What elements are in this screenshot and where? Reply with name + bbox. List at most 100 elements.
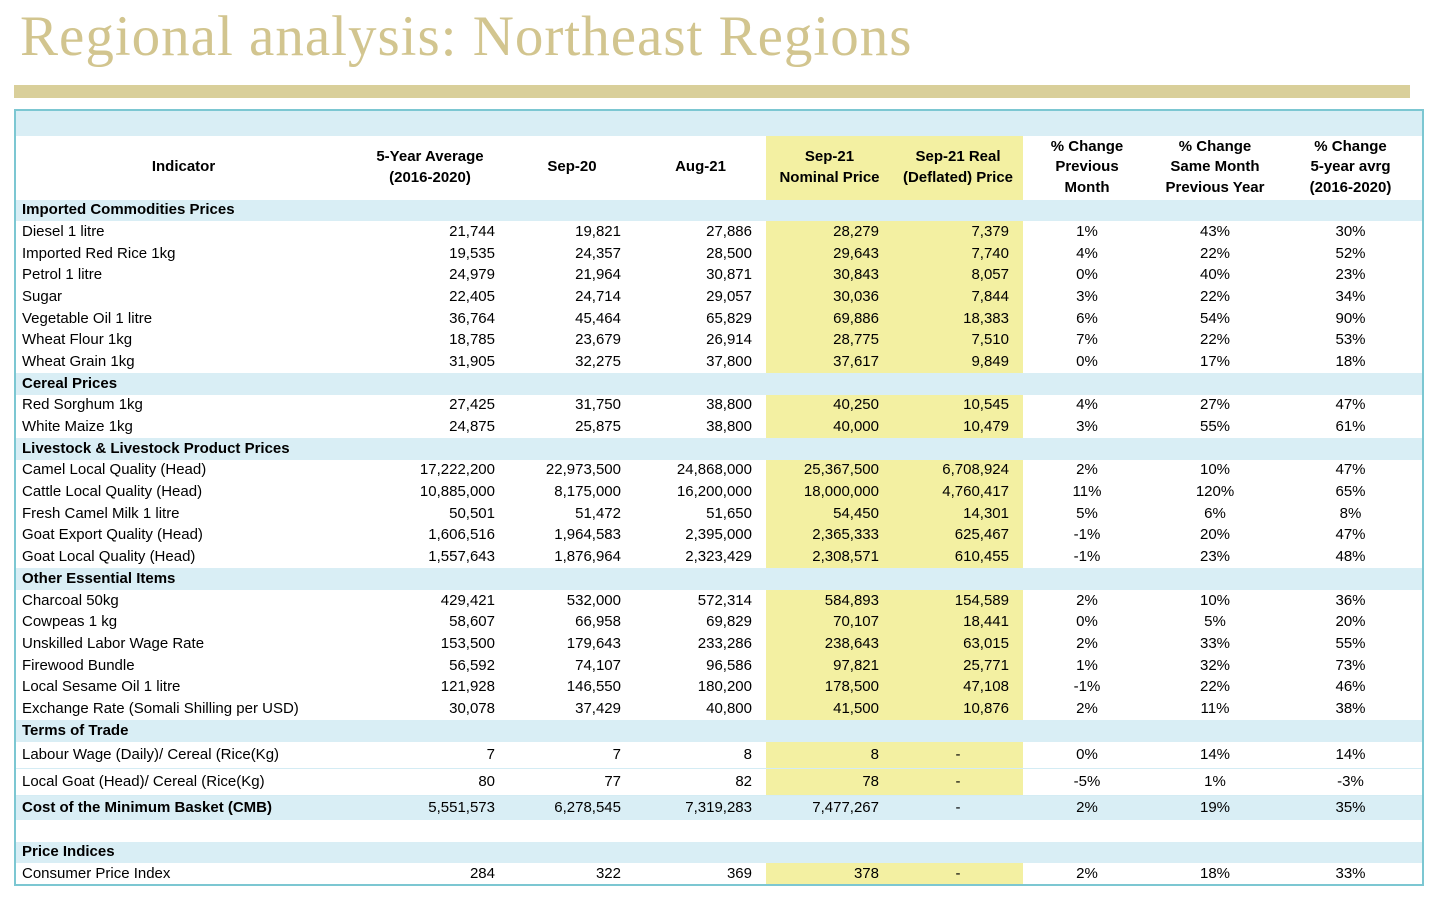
cell-sep-20: 66,958 bbox=[575, 613, 621, 631]
cell-pct-change-same-month-prev-year: 54% bbox=[1199, 309, 1231, 327]
cell-pct-change-prev-month: 0% bbox=[1076, 613, 1098, 631]
cell-sep-20: 31,750 bbox=[575, 396, 621, 414]
cell-avg-5yr: 24,875 bbox=[449, 418, 495, 436]
section-header-label: Imported Commodities Prices bbox=[15, 199, 1424, 222]
cell-pct-change-same-month-prev-year: 17% bbox=[1199, 352, 1231, 370]
cell-sep21-real-price: 4,760,417 bbox=[893, 481, 1023, 504]
col-header-pct-change-same-month-prev-year: % Change Same Month Previous Year bbox=[1151, 135, 1279, 200]
cell-sep21-nominal-price: 40,000 bbox=[766, 416, 893, 439]
cell-indicator: Charcoal 50kg bbox=[22, 591, 119, 609]
cell-sep21-nominal-price: 70,107 bbox=[766, 611, 893, 634]
col-header-indicator: Indicator bbox=[15, 135, 351, 200]
cell-sep21-real-price: 610,455 bbox=[893, 546, 1023, 569]
cell-indicator: Goat Export Quality (Head) bbox=[22, 526, 203, 544]
cell-aug-21: 369 bbox=[726, 864, 752, 882]
cell-sep-20: 179,643 bbox=[566, 634, 621, 652]
table-row: Sugar 22,405 24,714 29,057 30,036 7,844 3% 22% 3… bbox=[15, 286, 1423, 308]
cell-aug-21: 16,200,000 bbox=[676, 483, 752, 501]
cell-sep21-nominal-price: 2,308,571 bbox=[766, 546, 893, 569]
cell-pct-change-5yr-avg: 90% bbox=[1335, 309, 1366, 327]
cell-sep21-nominal-price: 69,886 bbox=[766, 307, 893, 330]
cell-sep21-real-price: 8,057 bbox=[893, 264, 1023, 287]
cell-pct-change-prev-month: 4% bbox=[1076, 244, 1098, 262]
cell-indicator: Local Sesame Oil 1 litre bbox=[22, 678, 181, 696]
cell-sep21-real-price: - bbox=[893, 741, 1023, 770]
cell-pct-change-5yr-avg: 47% bbox=[1335, 461, 1366, 479]
cell-sep21-nominal-price: 97,821 bbox=[766, 654, 893, 677]
cell-sep-20: 8,175,000 bbox=[554, 483, 621, 501]
cell-indicator: Cost of the Minimum Basket (CMB) bbox=[15, 795, 351, 820]
cell-indicator: Local Goat (Head)/ Cereal (Rice(Kg) bbox=[15, 768, 351, 797]
table-row: Local Goat (Head)/ Cereal (Rice(Kg) 80 77 8… bbox=[15, 768, 1424, 797]
cell-sep21-nominal-price: 8 bbox=[766, 741, 893, 770]
table-row: Unskilled Labor Wage Rate 153,500 179,643 2… bbox=[15, 633, 1423, 655]
cell-sep21-nominal-price: 54,450 bbox=[766, 503, 893, 525]
table-header: Indicator 5-Year Average (2016-2020) Sep… bbox=[15, 109, 1424, 200]
cell-pct-change-same-month-prev-year: 20% bbox=[1199, 526, 1231, 544]
cell-pct-change-prev-month: 2% bbox=[1023, 795, 1151, 820]
cell-avg-5yr: 36,764 bbox=[449, 309, 495, 327]
cell-avg-5yr: 30,078 bbox=[449, 699, 495, 717]
cell-aug-21: 7,319,283 bbox=[635, 795, 766, 820]
cell-pct-change-prev-month: -1% bbox=[1073, 678, 1101, 696]
cell-sep21-nominal-price: 78 bbox=[766, 768, 893, 797]
cell-pct-change-prev-month: 7% bbox=[1076, 331, 1098, 349]
cell-pct-change-5yr-avg: 61% bbox=[1335, 418, 1366, 436]
cell-indicator: Camel Local Quality (Head) bbox=[22, 461, 207, 479]
cell-pct-change-same-month-prev-year: 33% bbox=[1199, 634, 1231, 652]
col-header-sep21-real-deflated-price: Sep-21 Real (Deflated) Price bbox=[893, 135, 1023, 200]
cell-aug-21: 65,829 bbox=[706, 309, 752, 327]
cell-avg-5yr: 5,551,573 bbox=[351, 795, 509, 820]
cell-sep21-real-price: 7,844 bbox=[893, 286, 1023, 308]
cell-pct-change-prev-month: 2% bbox=[1076, 634, 1098, 652]
cell-pct-change-same-month-prev-year: 40% bbox=[1199, 266, 1231, 284]
cell-sep-20: 1,964,583 bbox=[554, 526, 621, 544]
cell-pct-change-same-month-prev-year: 11% bbox=[1200, 699, 1230, 717]
cell-pct-change-same-month-prev-year: 6% bbox=[1204, 504, 1226, 522]
col-header-aug21: Aug-21 bbox=[635, 135, 766, 200]
cell-sep-20: 24,714 bbox=[575, 287, 621, 305]
table-row: Vegetable Oil 1 litre 36,764 45,464 65,829 6… bbox=[15, 307, 1423, 330]
cell-avg-5yr: 10,885,000 bbox=[419, 483, 495, 501]
section-header-label: Cereal Prices bbox=[15, 373, 1424, 395]
cell-sep-20: 21,964 bbox=[575, 266, 621, 284]
cell-avg-5yr: 31,905 bbox=[449, 352, 495, 370]
section-header-label: Terms of Trade bbox=[15, 720, 1424, 742]
section-header-row: Livestock & Livestock Product Prices bbox=[15, 438, 1424, 460]
cell-aug-21: 96,586 bbox=[706, 656, 752, 674]
cell-sep21-real-price: 10,876 bbox=[893, 698, 1023, 721]
cell-sep21-real-price: 154,589 bbox=[893, 589, 1023, 612]
cell-pct-change-same-month-prev-year: 10% bbox=[1199, 461, 1231, 479]
cell-pct-change-5yr-avg: 35% bbox=[1279, 795, 1424, 820]
cell-sep21-nominal-price: 30,036 bbox=[766, 286, 893, 308]
cell-indicator: White Maize 1kg bbox=[22, 418, 133, 436]
cell-sep21-nominal-price: 2,365,333 bbox=[766, 524, 893, 547]
cell-aug-21: 29,057 bbox=[706, 287, 752, 305]
title-divider-bar bbox=[14, 84, 1410, 98]
cell-avg-5yr: 17,222,200 bbox=[419, 461, 495, 479]
table-row: Wheat Grain 1kg 31,905 32,275 37,800 37,617 9… bbox=[15, 351, 1423, 374]
cell-sep21-real-price: 25,771 bbox=[893, 654, 1023, 677]
cell-indicator: Labour Wage (Daily)/ Cereal (Rice(Kg) bbox=[15, 741, 351, 770]
table-row: White Maize 1kg 24,875 25,875 38,800 40,000 1… bbox=[15, 416, 1423, 439]
cell-aug-21: 572,314 bbox=[697, 591, 752, 609]
cell-sep-20: 7 bbox=[509, 741, 635, 770]
cell-sep-20: 19,821 bbox=[575, 222, 621, 240]
cell-pct-change-same-month-prev-year: 120% bbox=[1195, 483, 1235, 501]
cell-pct-change-5yr-avg: 36% bbox=[1335, 591, 1366, 609]
cell-pct-change-same-month-prev-year: 23% bbox=[1199, 548, 1231, 566]
cell-sep21-nominal-price: 25,367,500 bbox=[766, 459, 893, 482]
cell-pct-change-prev-month: 2% bbox=[1076, 591, 1098, 609]
cell-indicator: Cowpeas 1 kg bbox=[22, 613, 118, 631]
cell-sep21-real-price: 625,467 bbox=[893, 524, 1023, 547]
cell-sep21-real-price: 18,441 bbox=[893, 611, 1023, 634]
cell-pct-change-same-month-prev-year: 22% bbox=[1199, 331, 1231, 349]
table-row: Wheat Flour 1kg 18,785 23,679 26,914 28,775 7… bbox=[15, 329, 1423, 352]
cell-pct-change-5yr-avg: 23% bbox=[1335, 266, 1366, 284]
col-header-5yr-average: 5-Year Average (2016-2020) bbox=[351, 135, 509, 200]
cell-avg-5yr: 121,928 bbox=[440, 678, 495, 696]
cell-sep21-real-price: 6,708,924 bbox=[893, 459, 1023, 482]
cell-aug-21: 180,200 bbox=[697, 678, 752, 696]
cell-sep21-real-price: 7,740 bbox=[893, 242, 1023, 265]
table-row: Camel Local Quality (Head) 17,222,200 22,9… bbox=[15, 459, 1423, 482]
